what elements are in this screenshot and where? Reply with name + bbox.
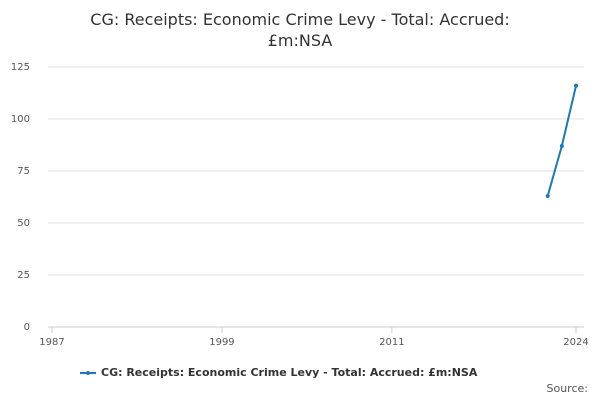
point [574, 83, 578, 88]
y-tick-label: 50 [17, 218, 30, 229]
x-tick-label: 1999 [209, 337, 234, 348]
series-line [546, 85, 577, 197]
y-tick-label: 75 [17, 166, 30, 177]
x-tick-label: 1987 [39, 337, 64, 348]
x-tick-label: 2024 [563, 337, 588, 348]
y-tick-label: 25 [17, 270, 30, 281]
legend-marker [86, 371, 90, 375]
chart-title: CG: Receipts: Economic Crime Levy - Tota… [90, 10, 509, 50]
legend-label: CG: Receipts: Economic Crime Levy - Tota… [101, 366, 478, 379]
source: Source: [547, 382, 589, 395]
point [559, 144, 564, 149]
y-tick-label: 125 [11, 62, 30, 73]
point [545, 193, 550, 198]
y-tick-label: 0 [24, 322, 30, 333]
x-tick-label: 2011 [379, 337, 404, 348]
y-tick-label: 100 [11, 114, 30, 125]
